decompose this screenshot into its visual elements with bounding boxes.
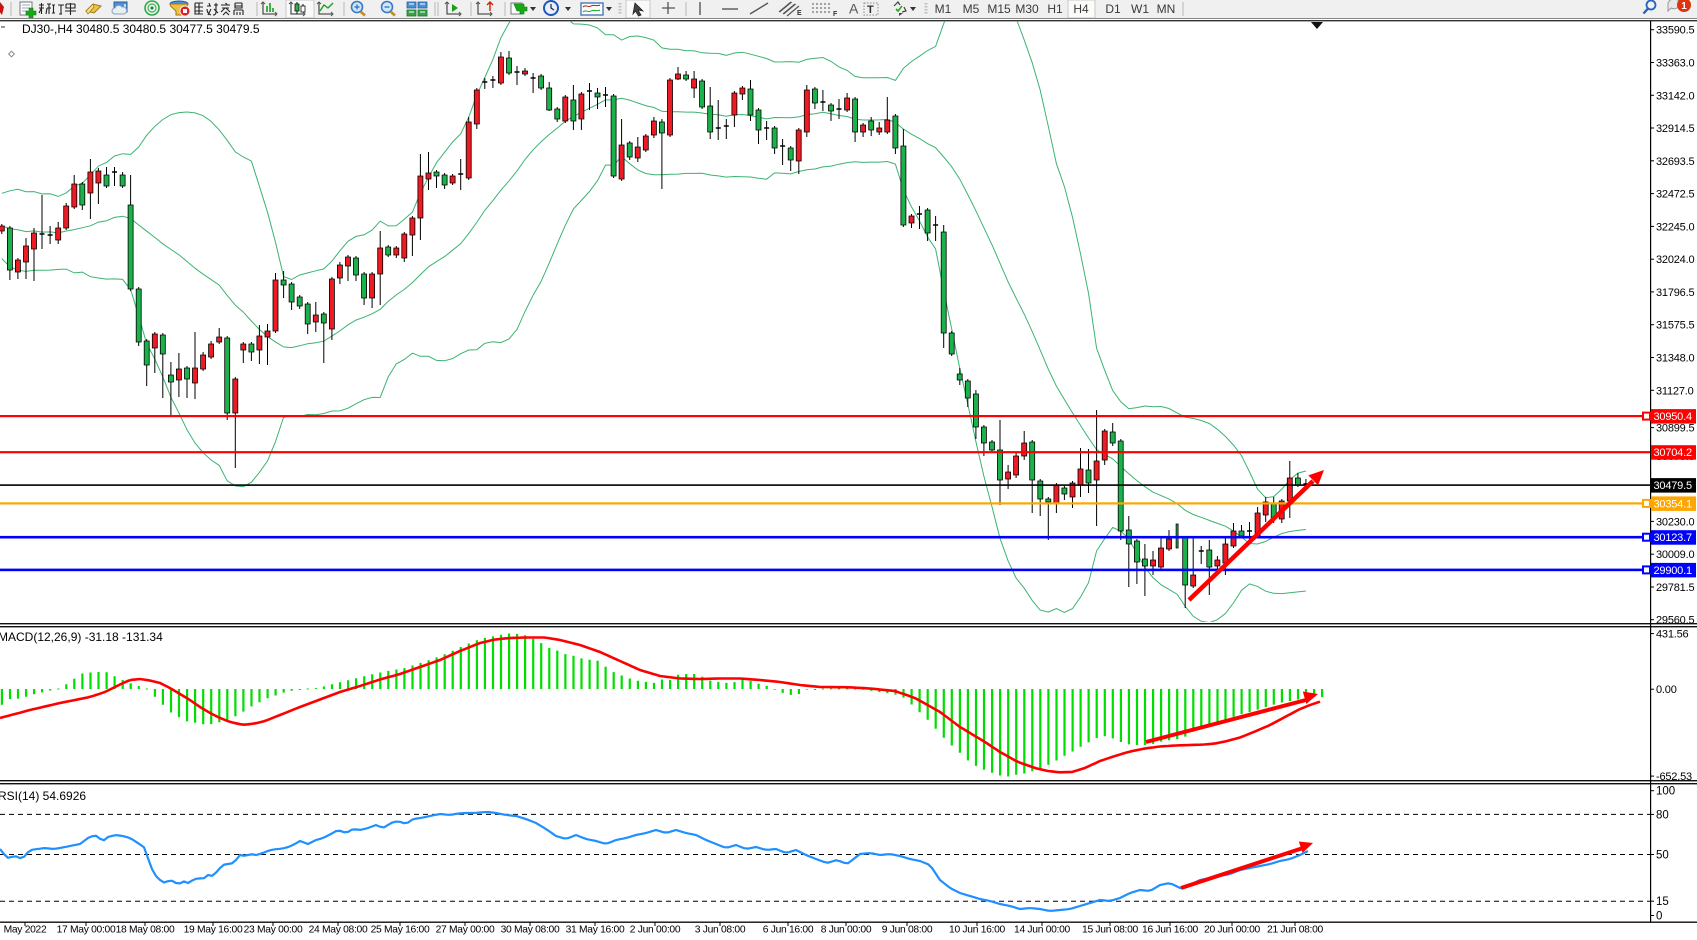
svg-text:E: E bbox=[797, 10, 802, 17]
svg-text:30 May 08:00: 30 May 08:00 bbox=[501, 925, 560, 936]
svg-text:18 May 08:00: 18 May 08:00 bbox=[116, 925, 175, 936]
svg-text:30479.5: 30479.5 bbox=[1654, 480, 1692, 492]
svg-text:30230.0: 30230.0 bbox=[1656, 516, 1694, 528]
svg-text:2 Jun 00:00: 2 Jun 00:00 bbox=[630, 925, 681, 936]
svg-text:19 May 16:00: 19 May 16:00 bbox=[184, 925, 243, 936]
svg-text:H4: H4 bbox=[1073, 2, 1089, 16]
svg-text:15: 15 bbox=[1656, 896, 1669, 908]
svg-text:100: 100 bbox=[1656, 786, 1675, 798]
svg-text:80: 80 bbox=[1656, 809, 1669, 821]
svg-text:29900.1: 29900.1 bbox=[1654, 565, 1692, 577]
svg-text:M15: M15 bbox=[987, 2, 1011, 16]
svg-text:33142.0: 33142.0 bbox=[1656, 90, 1694, 102]
svg-text:30009.0: 30009.0 bbox=[1656, 549, 1694, 561]
svg-text:10 Jun 16:00: 10 Jun 16:00 bbox=[949, 925, 1006, 936]
svg-text:17 May 00:00: 17 May 00:00 bbox=[57, 925, 116, 936]
svg-text:1: 1 bbox=[1681, 1, 1687, 12]
svg-text:T: T bbox=[867, 4, 874, 16]
svg-text:29560.5: 29560.5 bbox=[1656, 615, 1694, 627]
svg-text:M1: M1 bbox=[935, 2, 952, 16]
svg-text:DJ30-,H4 30480.5 30480.5 3047: DJ30-,H4 30480.5 30480.5 30477.5 30479.5 bbox=[22, 22, 260, 36]
svg-text:W1: W1 bbox=[1131, 2, 1149, 16]
svg-text:32914.5: 32914.5 bbox=[1656, 123, 1694, 135]
svg-text:H1: H1 bbox=[1047, 2, 1063, 16]
svg-text:29781.5: 29781.5 bbox=[1656, 582, 1694, 594]
svg-text:20 Jun 00:00: 20 Jun 00:00 bbox=[1204, 925, 1261, 936]
svg-text:-652.53: -652.53 bbox=[1656, 771, 1692, 783]
svg-text:30899.5: 30899.5 bbox=[1656, 423, 1694, 435]
svg-text:33363.0: 33363.0 bbox=[1656, 58, 1694, 70]
svg-text:25 May 16:00: 25 May 16:00 bbox=[371, 925, 430, 936]
svg-text:31796.5: 31796.5 bbox=[1656, 287, 1694, 299]
svg-text:9 Jun 08:00: 9 Jun 08:00 bbox=[882, 925, 933, 936]
svg-text:M30: M30 bbox=[1015, 2, 1039, 16]
svg-text:431.56: 431.56 bbox=[1656, 629, 1689, 641]
svg-text:RSI(14) 54.6926: RSI(14) 54.6926 bbox=[0, 789, 86, 803]
svg-text:3 Jun 08:00: 3 Jun 08:00 bbox=[695, 925, 746, 936]
svg-text:MN: MN bbox=[1157, 2, 1176, 16]
svg-text:24 May 08:00: 24 May 08:00 bbox=[309, 925, 368, 936]
svg-text:30704.2: 30704.2 bbox=[1654, 447, 1692, 459]
svg-text:32024.0: 32024.0 bbox=[1656, 254, 1694, 266]
svg-text:6 Jun 16:00: 6 Jun 16:00 bbox=[763, 925, 814, 936]
svg-text:8 Jun 00:00: 8 Jun 00:00 bbox=[821, 925, 872, 936]
svg-text:31127.0: 31127.0 bbox=[1656, 385, 1694, 397]
svg-text:32472.5: 32472.5 bbox=[1656, 189, 1694, 201]
svg-text:21 Jun 08:00: 21 Jun 08:00 bbox=[1267, 925, 1324, 936]
svg-text:50: 50 bbox=[1656, 850, 1669, 862]
svg-text:31 May 16:00: 31 May 16:00 bbox=[566, 925, 625, 936]
svg-text:D1: D1 bbox=[1105, 2, 1121, 16]
svg-text:30950.4: 30950.4 bbox=[1654, 411, 1692, 423]
svg-text:30123.7: 30123.7 bbox=[1654, 532, 1692, 544]
svg-text:30354.1: 30354.1 bbox=[1654, 498, 1692, 510]
svg-text:31575.5: 31575.5 bbox=[1656, 320, 1694, 332]
svg-text:0: 0 bbox=[1656, 911, 1662, 923]
svg-text:32245.0: 32245.0 bbox=[1656, 221, 1694, 233]
svg-text:0.00: 0.00 bbox=[1656, 684, 1677, 696]
svg-text:31348.0: 31348.0 bbox=[1656, 353, 1694, 365]
svg-text:MACD(12,26,9) -31.18 -131.34: MACD(12,26,9) -31.18 -131.34 bbox=[0, 630, 163, 644]
svg-text:23 May 00:00: 23 May 00:00 bbox=[244, 925, 303, 936]
svg-text:27 May 00:00: 27 May 00:00 bbox=[436, 925, 495, 936]
svg-text:33590.5: 33590.5 bbox=[1656, 25, 1694, 37]
svg-text:May 2022: May 2022 bbox=[4, 925, 47, 936]
svg-text:14 Jun 00:00: 14 Jun 00:00 bbox=[1014, 925, 1071, 936]
svg-text:15 Jun 08:00: 15 Jun 08:00 bbox=[1082, 925, 1139, 936]
svg-text:F: F bbox=[833, 11, 838, 18]
svg-text:M5: M5 bbox=[963, 2, 980, 16]
svg-text:16 Jun 16:00: 16 Jun 16:00 bbox=[1142, 925, 1199, 936]
svg-text:32693.5: 32693.5 bbox=[1656, 156, 1694, 168]
svg-text:A: A bbox=[849, 1, 859, 17]
